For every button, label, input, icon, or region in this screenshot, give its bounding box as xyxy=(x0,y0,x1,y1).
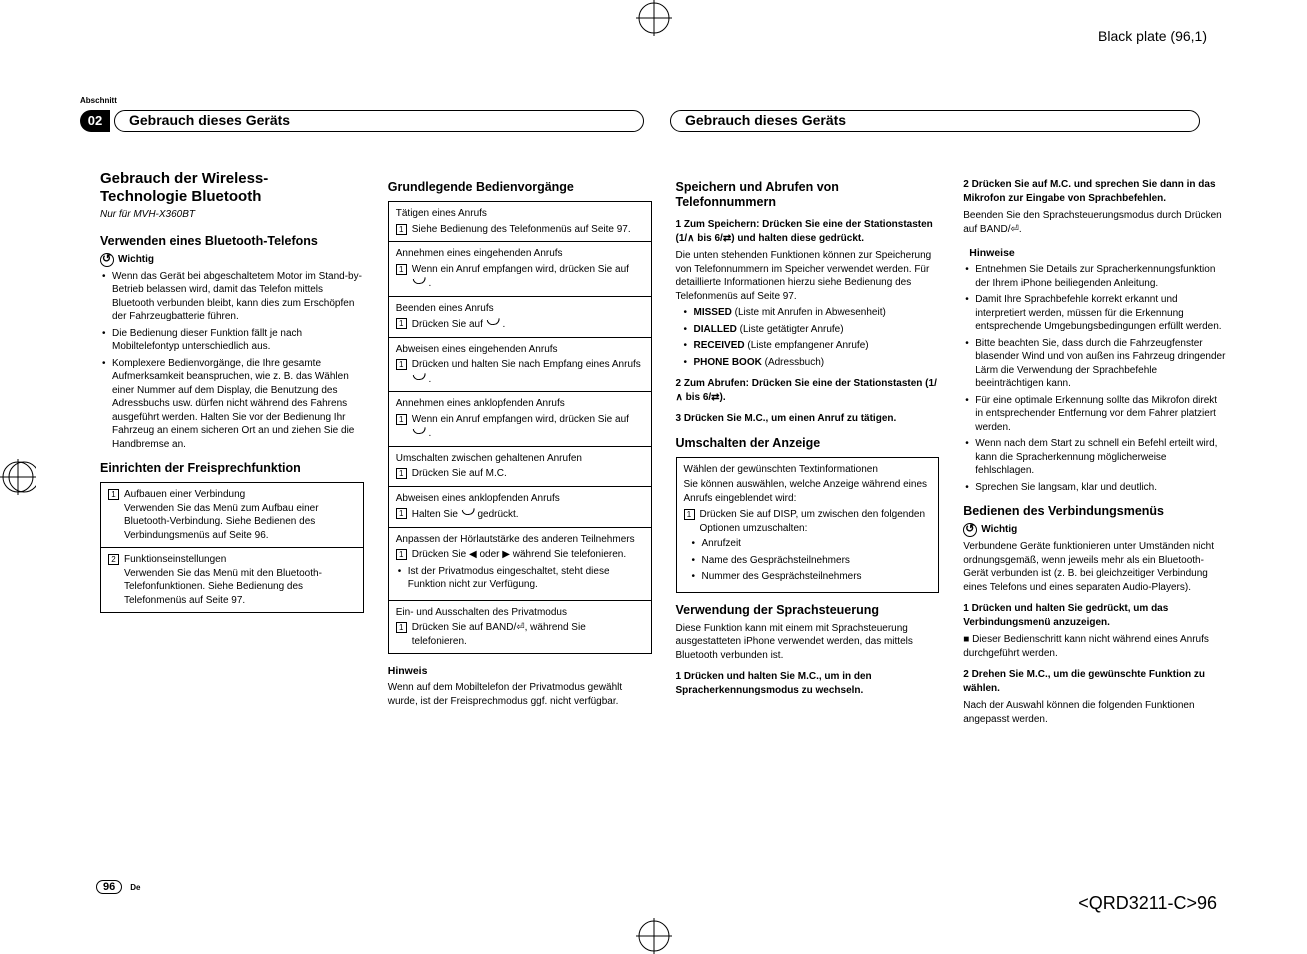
col3-sub3-body: Diese Funktion kann mit einem mit Sprach… xyxy=(676,622,940,663)
col3-sub3-step1: 1 Drücken und halten Sie M.C., um in den… xyxy=(676,670,940,697)
registration-mark-bottom xyxy=(636,918,672,954)
col3-step3: 3 Drücken Sie M.C., um einen Anruf zu tä… xyxy=(676,412,940,426)
list-item: MISSED (Liste mit Anrufen in Abwesenheit… xyxy=(676,306,940,320)
col3-display-box: Wählen der gewünschten Textinformationen… xyxy=(676,457,940,593)
col1-bullets: Wenn das Gerät bei abgeschaltetem Motor … xyxy=(100,270,364,452)
step-numbox: 2 xyxy=(108,554,119,565)
col3-step1-hd: 1 Zum Speichern: Drücken Sie eine der St… xyxy=(676,218,940,245)
op-row: Tätigen eines Anrufs1Siehe Bedienung des… xyxy=(389,202,651,242)
list-item: PHONE BOOK (Adressbuch) xyxy=(676,356,940,370)
section-number-badge: 02 xyxy=(80,110,110,132)
hinweise-heading: Hinweise xyxy=(963,246,1227,260)
list-item: Wenn nach dem Start zu schnell ein Befeh… xyxy=(963,437,1227,478)
op-row: Beenden eines Anrufs1Drücken Sie auf . xyxy=(389,297,651,338)
op-row: Annehmen eines eingehenden Anrufs1Wenn e… xyxy=(389,242,651,297)
page-lang: De xyxy=(130,883,140,892)
list-item: Anrufzeit xyxy=(684,537,932,551)
col4-step2-body: Beenden Sie den Sprachsteuerungsmodus du… xyxy=(963,209,1227,236)
qrd-code: <QRD3211-C>96 xyxy=(1078,893,1217,914)
col1-title: Gebrauch der Wireless-Technologie Blueto… xyxy=(100,170,364,206)
col1-setup-box: 1Aufbauen einer VerbindungVerwenden Sie … xyxy=(100,482,364,613)
col3-step1-list: MISSED (Liste mit Anrufen in Abwesenheit… xyxy=(676,306,940,369)
black-plate-label: Black plate (96,1) xyxy=(1098,28,1207,44)
col2-ops-box: Tätigen eines Anrufs1Siehe Bedienung des… xyxy=(388,201,652,654)
col4-s2-body: Nach der Auswahl können die folgenden Fu… xyxy=(963,699,1227,726)
col3-title: Speichern und Abrufen von Telefonnummern xyxy=(676,180,940,210)
phone-icon xyxy=(412,426,426,436)
list-item: DIALLED (Liste getätigter Anrufe) xyxy=(676,323,940,337)
op-row: Abweisen eines anklopfenden Anrufs1Halte… xyxy=(389,487,651,528)
col4-step2: 2 Drücken Sie auf M.C. und sprechen Sie … xyxy=(963,178,1227,205)
col3-step2: 2 Zum Abrufen: Drücken Sie eine der Stat… xyxy=(676,377,940,404)
col1-bullet: Wenn das Gerät bei abgeschaltetem Motor … xyxy=(100,270,364,324)
list-item: Nummer des Gesprächsteilnehmers xyxy=(684,570,932,584)
setup-row: 2FunktionseinstellungenVerwenden Sie das… xyxy=(101,548,363,612)
phone-icon xyxy=(461,507,475,517)
col4-hinweise-list: Entnehmen Sie Details zur Spracherkennun… xyxy=(963,263,1227,494)
abschnitt-label: Abschnitt xyxy=(80,96,117,105)
list-item: Bitte beachten Sie, dass durch die Fahrz… xyxy=(963,337,1227,391)
page-footer: 96 De xyxy=(96,880,140,894)
op-row: Anpassen der Hörlautstärke des anderen T… xyxy=(389,528,651,601)
wichtig-row-2: Wichtig xyxy=(963,523,1227,537)
column-3: Speichern und Abrufen von Telefonnummern… xyxy=(676,170,940,864)
column-2: Grundlegende Bedienvorgänge Tätigen eine… xyxy=(388,170,652,864)
hinweis-heading: Hinweis xyxy=(388,664,652,678)
col3-sub3: Verwendung der Sprachsteuerung xyxy=(676,603,940,618)
list-item: Für eine optimale Erkennung sollte das M… xyxy=(963,394,1227,435)
col3-step1-body: Die unten stehenden Funktionen können zu… xyxy=(676,249,940,303)
list-item: RECEIVED (Liste empfangener Anrufe) xyxy=(676,339,940,353)
op-row: Abweisen eines eingehenden Anrufs1Drücke… xyxy=(389,338,651,393)
step-numbox: 1 xyxy=(108,489,119,500)
list-item: Entnehmen Sie Details zur Spracherkennun… xyxy=(963,263,1227,290)
col4-s2: 2 Drehen Sie M.C., um die gewünschte Fun… xyxy=(963,668,1227,695)
col1-sub2: Einrichten der Freisprechfunktion xyxy=(100,461,364,476)
wichtig-icon xyxy=(100,253,114,267)
list-item: Name des Gesprächsteilnehmers xyxy=(684,554,932,568)
col1-only-for: Nur für MVH-X360BT xyxy=(100,208,364,222)
col4-s1-note: ■ Dieser Bedienschritt kann nicht währen… xyxy=(963,633,1227,660)
phone-icon xyxy=(412,276,426,286)
list-item: Sprechen Sie langsam, klar und deutlich. xyxy=(963,481,1227,495)
wichtig-row: Wichtig xyxy=(100,253,364,267)
op-row: Annehmen eines anklopfenden Anrufs1Wenn … xyxy=(389,392,651,447)
wichtig-icon xyxy=(963,523,977,537)
col2-title: Grundlegende Bedienvorgänge xyxy=(388,180,652,195)
col1-bullet: Komplexere Bedienvorgänge, die Ihre gesa… xyxy=(100,357,364,452)
col1-sub1: Verwenden eines Bluetooth-Telefons xyxy=(100,234,364,249)
list-item: Damit Ihre Sprachbefehle korrekt erkannt… xyxy=(963,293,1227,334)
phone-icon xyxy=(486,317,500,327)
col4-s1: 1 Drücken und halten Sie gedrückt, um da… xyxy=(963,602,1227,629)
col4-wichtig-body: Verbundene Geräte funktionieren unter Um… xyxy=(963,540,1227,594)
column-1: Gebrauch der Wireless-Technologie Blueto… xyxy=(100,170,364,864)
op-row: Umschalten zwischen gehaltenen Anrufen1D… xyxy=(389,447,651,487)
col1-bullet: Die Bedienung dieser Funktion fällt je n… xyxy=(100,327,364,354)
page-number: 96 xyxy=(96,880,122,894)
col3-sub2: Umschalten der Anzeige xyxy=(676,436,940,451)
op-row: Ein- und Ausschalten des Privatmodus1Drü… xyxy=(389,601,651,654)
phone-icon xyxy=(412,372,426,382)
section-header-right: Gebrauch dieses Geräts xyxy=(670,110,1200,132)
setup-row: 1Aufbauen einer VerbindungVerwenden Sie … xyxy=(101,483,363,548)
hinweis-body: Wenn auf dem Mobiltelefon der Privatmodu… xyxy=(388,681,652,708)
section-header-left: Gebrauch dieses Geräts xyxy=(114,110,644,132)
col4-sub: Bedienen des Verbindungsmenüs xyxy=(963,504,1227,519)
registration-mark-left xyxy=(0,459,36,495)
column-4: 2 Drücken Sie auf M.C. und sprechen Sie … xyxy=(963,170,1227,864)
registration-mark-top xyxy=(636,0,672,36)
